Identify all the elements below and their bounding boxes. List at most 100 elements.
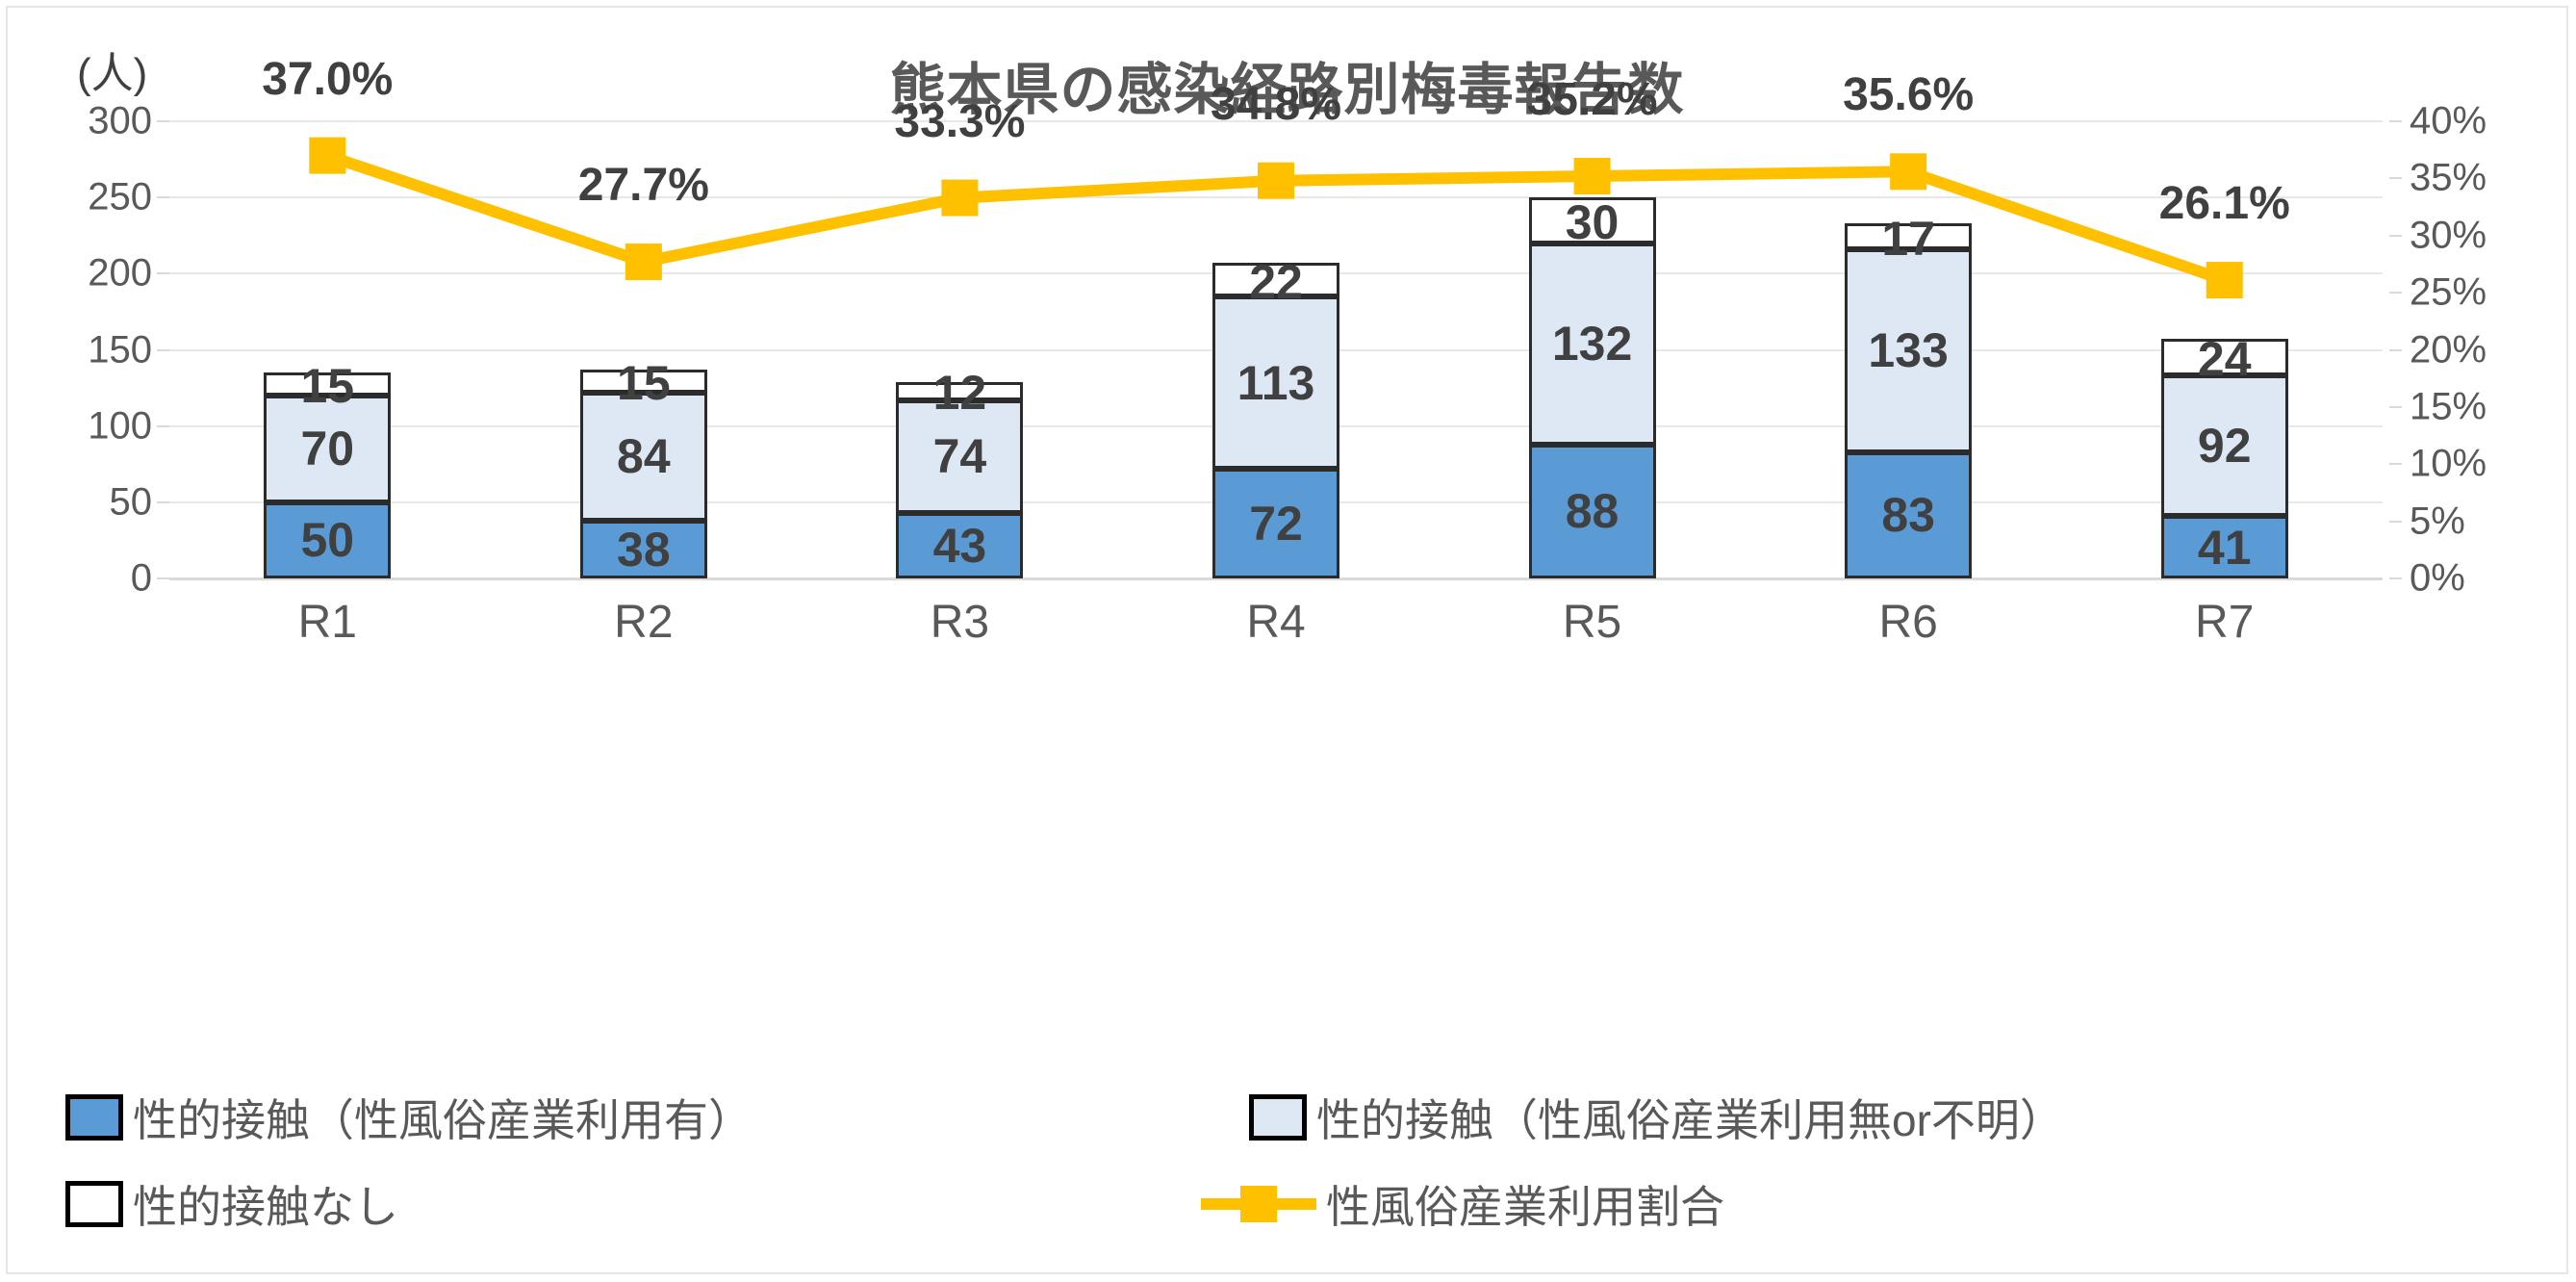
chart-frame: (人) 熊本県の感染経路別梅毒報告数 0 50 100 150 200 250 300 0%… [6,6,2568,1274]
bar-segment[interactable]: 72 [1212,469,1339,578]
line-percent-label: 33.3% [894,95,1026,147]
line-percent-label: 26.1% [2158,178,2290,230]
y-axis-tick-mark [157,120,169,122]
y-axis-tick-label: 100 [88,404,152,448]
bar-segment[interactable]: 30 [1528,194,1656,249]
bar-segment-value-label: 74 [932,429,987,484]
y-axis-tick-label: 300 [88,99,152,142]
legend-item-label: 性風俗産業利用割合 [1326,1182,1724,1232]
line-percent-label: 37.0% [262,53,394,105]
bar-segment[interactable]: 17 [1845,215,1973,263]
bar-segment[interactable]: 70 [264,396,392,502]
bar-group[interactable]: 41 92 24 [2160,121,2288,578]
bar-segment[interactable]: 15 [264,362,392,410]
legend-item[interactable]: 性的接触（性風俗産業利用無or不明） [1249,1086,2064,1149]
y-axis-tick-label: 0 [130,556,152,600]
bar-segment[interactable]: 88 [1528,444,1656,578]
secondary-axis-tick-label: 0% [2410,556,2465,600]
x-axis-category-label: R6 [1878,597,1938,648]
line-percent-label: 35.2% [1526,74,1658,125]
bar-segment-value-label: 15 [300,359,355,414]
x-axis-category-label: R4 [1246,597,1306,648]
bar-segment-value-label: 88 [1565,484,1620,539]
y-axis-tick-mark [157,348,169,351]
line-data-marker[interactable] [625,244,662,281]
secondary-axis-tick-mark [2389,577,2402,579]
right-percent-axis: 0% 5% 10% 15% 20% 25% 30% 35% 40% [2389,100,2575,600]
bar-segment[interactable]: 43 [896,512,1024,578]
bar-segment-value-label: 30 [1565,194,1620,249]
bar-segment[interactable]: 38 [579,520,707,578]
bar-segment[interactable]: 41 [2160,516,2288,578]
y-axis-tick-mark [157,577,169,579]
bar-group[interactable]: 50 70 15 [264,121,392,578]
x-axis-category-label: R1 [297,597,357,648]
bar-segment-value-label: 50 [300,513,355,568]
legend-item-label: 性的接触（性風俗産業利用無or不明） [1316,1095,2064,1145]
bar-segment-value-label: 72 [1249,497,1303,551]
legend-line-marker-icon [1201,1185,1316,1223]
bar-segment[interactable]: 132 [1528,243,1656,445]
bar-segment[interactable]: 133 [1845,249,1973,452]
bar-group[interactable]: 88 132 30 [1528,121,1656,578]
bar-segment[interactable]: 15 [579,359,707,407]
bar-segment-value-label: 113 [1237,355,1315,410]
line-data-marker[interactable] [1258,162,1294,199]
bar-segment-value-label: 43 [932,518,987,573]
x-axis-category-label: R2 [614,597,674,648]
line-data-marker[interactable] [1573,158,1611,194]
y-axis-tick-label: 150 [88,328,152,371]
line-data-marker[interactable] [941,179,979,217]
bar-segment[interactable]: 12 [896,369,1024,417]
legend-item[interactable]: 性風俗産業利用割合 [1201,1172,1724,1236]
bar-segment[interactable]: 92 [2160,375,2288,517]
secondary-axis-tick-label: 15% [2410,385,2487,428]
y-axis-unit-label: (人) [77,50,148,97]
bar-segment-value-label: 70 [300,422,355,476]
bar-segment-value-label: 84 [617,429,671,484]
y-axis-tick-label: 200 [88,251,152,295]
bar-segment[interactable]: 113 [1212,296,1339,469]
secondary-axis-tick-mark [2389,520,2402,523]
y-axis-tick-mark [157,500,169,503]
secondary-axis-tick-mark [2389,234,2402,237]
line-percent-label: 35.6% [1843,69,1975,121]
legend-color-swatch [65,1181,123,1227]
bar-segment[interactable]: 83 [1845,451,1973,578]
legend-item[interactable]: 性的接触（性風俗産業利用有） [65,1086,752,1149]
bar-group[interactable]: 38 84 15 [579,121,707,578]
chart-title: 熊本県の感染経路別梅毒報告数 [889,59,1685,121]
x-axis-category-label: R7 [2195,597,2255,648]
line-data-marker[interactable] [1890,153,1927,191]
bar-segment-value-label: 92 [2197,419,2252,474]
bar-segment-value-label: 83 [1881,488,1935,543]
secondary-axis-tick-mark [2389,177,2402,180]
bar-segment[interactable]: 24 [2160,335,2288,383]
secondary-axis-tick-label: 10% [2410,442,2487,485]
y-axis-tick-mark [157,272,169,275]
gridline [169,120,2383,122]
chart-legend: 性的接触（性風俗産業利用有） 性的接触（性風俗産業利用無or不明） 性的接触なし 性風… [8,1076,2566,1269]
bar-segment-value-label: 133 [1868,323,1949,378]
line-series-svg [309,137,2243,299]
bar-segment[interactable]: 84 [579,392,707,521]
y-axis-tick-mark [157,424,169,427]
x-category-axis: R1 R2 R3 R4 R5 R6 R7 [169,596,2383,673]
line-data-marker[interactable] [309,137,346,174]
secondary-axis-tick-label: 20% [2410,328,2487,371]
bar-segment-value-label: 17 [1881,211,1935,266]
line-percent-label: 34.8% [1210,78,1342,130]
bar-segment[interactable]: 22 [1212,258,1339,306]
bar-group[interactable]: 83 133 17 [1845,121,1973,578]
y-axis-tick-label: 50 [109,480,153,524]
bar-segment[interactable]: 50 [264,501,392,578]
bar-group[interactable]: 72 113 22 [1212,121,1339,578]
bar-group[interactable]: 43 74 12 [896,121,1024,578]
y-axis-tick-label: 250 [88,175,152,218]
bar-segment[interactable]: 74 [896,399,1024,513]
line-data-marker[interactable] [2206,262,2243,299]
legend-item-label: 性的接触（性風俗産業利用有） [133,1095,752,1145]
left-value-axis: 0 50 100 150 200 250 300 [8,100,169,600]
legend-item[interactable]: 性的接触なし [65,1172,398,1236]
bar-segment-value-label: 41 [2197,520,2252,575]
